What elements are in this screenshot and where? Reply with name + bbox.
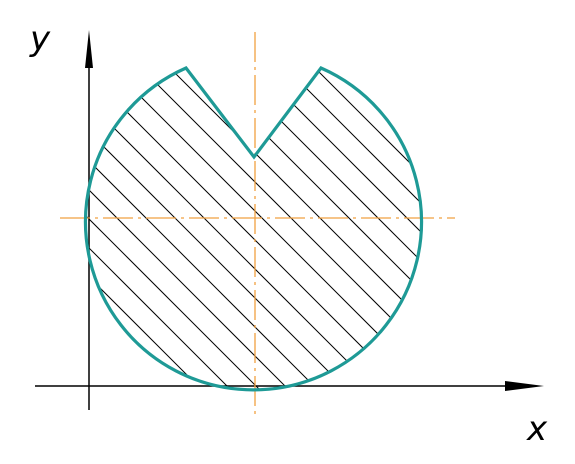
hatch-line: [85, 68, 422, 358]
hatch-line: [85, 68, 422, 390]
hatch-line: [85, 71, 422, 390]
hatch-line: [85, 100, 422, 390]
x-axis-label: x: [527, 409, 548, 449]
hatch-line: [85, 129, 422, 390]
hatch-line: [85, 68, 422, 213]
y-axis-arrowhead: [85, 30, 93, 68]
hatch-line: [85, 68, 422, 184]
y-axis-label: y: [30, 19, 51, 59]
hatch-line: [85, 216, 422, 390]
hatch-line: [0, 391, 575, 464]
hatch-line: [85, 68, 422, 300]
x-axis-arrowhead: [505, 381, 544, 391]
hatch-line: [85, 303, 422, 390]
hatch-line: [85, 158, 422, 390]
hatch-line: [85, 274, 422, 390]
hatch-line: [85, 361, 422, 390]
hatch-line: [0, 420, 575, 464]
shape-outline: [83, 66, 424, 392]
hatch-line: [85, 68, 422, 390]
hatch-line: [85, 245, 422, 390]
hatch-line: [85, 68, 422, 329]
hatch-line: [85, 332, 422, 390]
hatch-line: [85, 68, 422, 390]
